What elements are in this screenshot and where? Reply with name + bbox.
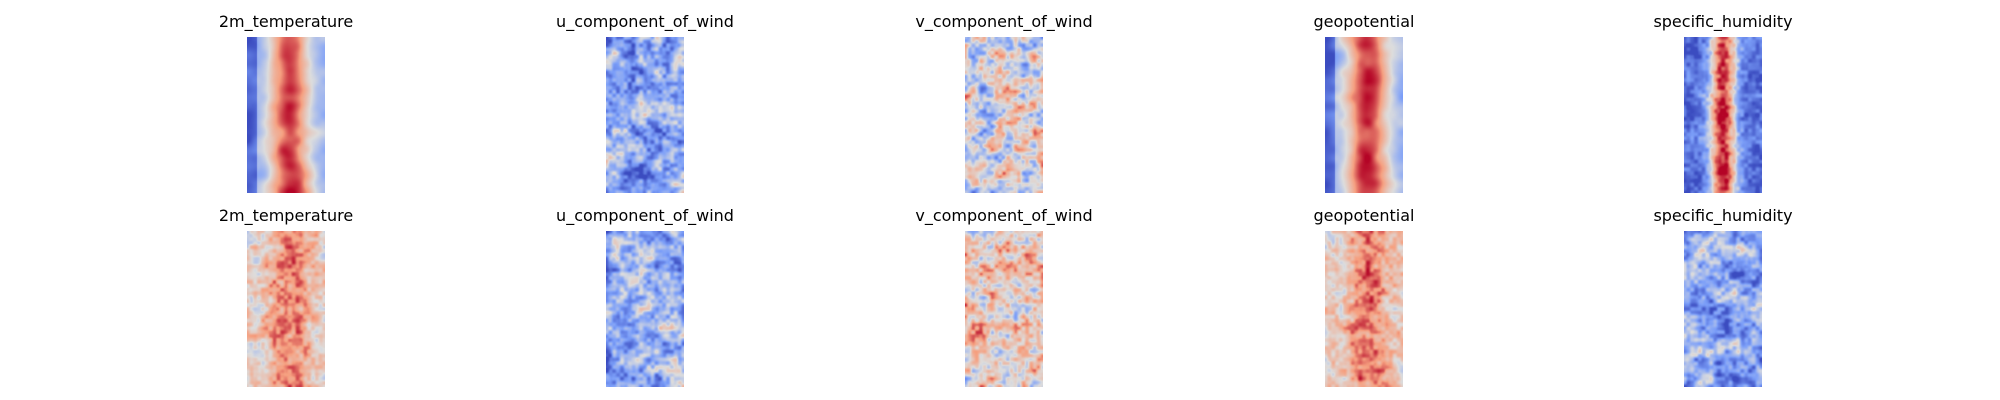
panel-title-r2-c4: geopotential xyxy=(1313,206,1415,225)
panel-title-r1-c5: specific_humidity xyxy=(1653,12,1793,31)
heatmap-panel-r1-c1 xyxy=(247,37,325,193)
heatmap-panel-r1-c4 xyxy=(1325,37,1403,193)
heatmap-panel-r2-c2 xyxy=(606,231,684,387)
heatmap-image xyxy=(1684,231,1762,387)
panel-title-r1-c2: u_component_of_wind xyxy=(556,12,734,31)
panel-title-r2-c1: 2m_temperature xyxy=(218,206,354,225)
heatmap-panel-r2-c3 xyxy=(965,231,1043,387)
heatmap-panel-r1-c3 xyxy=(965,37,1043,193)
heatmap-image xyxy=(606,231,684,387)
heatmap-image xyxy=(247,231,325,387)
heatmap-image xyxy=(965,231,1043,387)
panel-title-r2-c2: u_component_of_wind xyxy=(556,206,734,225)
heatmap-panel-r2-c4 xyxy=(1325,231,1403,387)
heatmap-image xyxy=(1325,231,1403,387)
heatmap-panel-r2-c1 xyxy=(247,231,325,387)
heatmap-image xyxy=(247,37,325,193)
heatmap-image xyxy=(1325,37,1403,193)
panel-title-r1-c4: geopotential xyxy=(1313,12,1415,31)
heatmap-panel-r1-c2 xyxy=(606,37,684,193)
panel-title-r2-c3: v_component_of_wind xyxy=(915,206,1093,225)
heatmap-image xyxy=(965,37,1043,193)
heatmap-image xyxy=(1684,37,1762,193)
panel-title-r1-c1: 2m_temperature xyxy=(218,12,354,31)
panel-title-r2-c5: specific_humidity xyxy=(1653,206,1793,225)
heatmap-image xyxy=(606,37,684,193)
panel-title-r1-c3: v_component_of_wind xyxy=(915,12,1093,31)
heatmap-panel-r2-c5 xyxy=(1684,231,1762,387)
heatmap-panel-r1-c5 xyxy=(1684,37,1762,193)
